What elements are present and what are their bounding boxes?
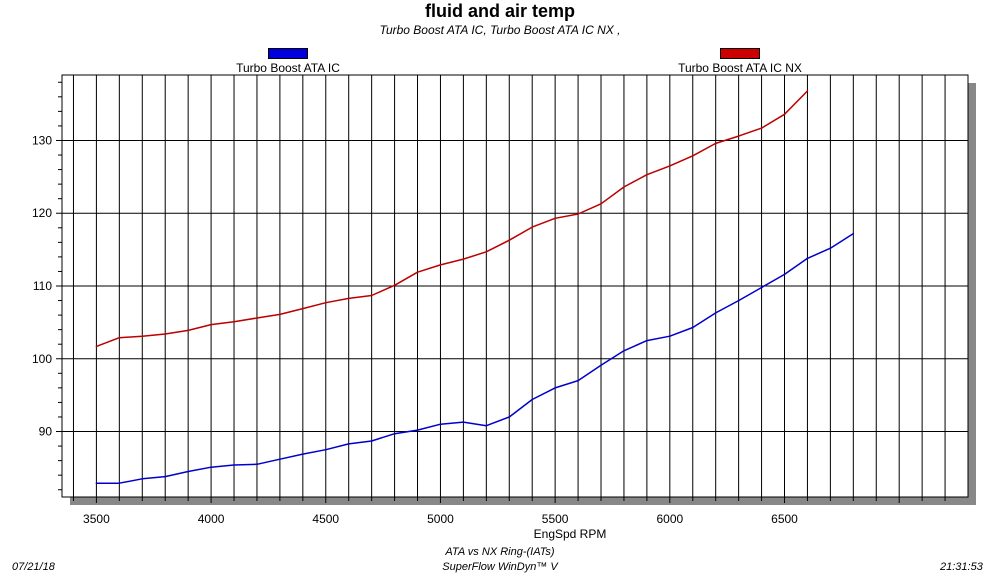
- data-point-series-1: [737, 299, 740, 302]
- data-point-series-2: [806, 90, 809, 92]
- data-point-series-2: [210, 323, 212, 326]
- data-point-series-1: [806, 257, 809, 260]
- data-point-series-2: [187, 329, 189, 332]
- data-point-series-2: [669, 165, 671, 167]
- data-point-series-1: [760, 286, 763, 289]
- data-point-series-1: [623, 349, 625, 352]
- series-line-2: [96, 90, 808, 348]
- data-point-series-1: [302, 453, 304, 455]
- legend-swatch-series-1: [268, 48, 308, 59]
- data-point-series-2: [347, 297, 350, 300]
- x-tick-label: 3500: [83, 512, 110, 526]
- data-point-series-2: [554, 217, 556, 220]
- data-point-series-2: [485, 251, 488, 253]
- data-point-series-2: [279, 313, 281, 316]
- data-point-series-1: [141, 478, 144, 480]
- data-point-series-2: [164, 333, 167, 335]
- x-tick-label: 6000: [656, 512, 683, 526]
- series-line-1: [96, 232, 854, 484]
- data-point-series-2: [760, 127, 763, 129]
- data-point-series-2: [233, 320, 235, 323]
- data-point-series-1: [416, 429, 419, 431]
- data-point-series-1: [370, 440, 373, 442]
- data-point-series-1: [462, 421, 465, 423]
- data-point-series-1: [646, 339, 648, 342]
- data-point-series-2: [737, 135, 740, 137]
- y-tick-label: 100: [32, 352, 52, 366]
- legend-label-series-1: Turbo Boost ATA IC: [236, 61, 340, 75]
- data-point-series-2: [141, 335, 144, 338]
- data-point-series-2: [324, 301, 327, 304]
- x-axis-label: EngSpd RPM: [534, 527, 607, 541]
- data-point-series-1: [95, 482, 98, 484]
- legend-item-series-2: Turbo Boost ATA IC NX: [660, 48, 820, 75]
- data-point-series-1: [714, 312, 717, 314]
- data-point-series-2: [302, 307, 304, 310]
- data-point-series-1: [691, 326, 694, 329]
- data-point-series-2: [462, 258, 465, 260]
- y-tick-label: 120: [32, 206, 52, 220]
- data-point-series-2: [600, 202, 602, 205]
- data-point-series-2: [95, 345, 98, 348]
- x-tick-label: 4500: [312, 512, 339, 526]
- x-tick-label: 5000: [427, 512, 454, 526]
- data-point-series-1: [118, 482, 121, 484]
- data-point-series-1: [577, 379, 579, 382]
- data-point-series-2: [439, 264, 442, 266]
- data-point-series-2: [370, 294, 373, 297]
- data-point-series-1: [347, 443, 350, 445]
- legend-swatch-series-2: [720, 48, 760, 59]
- x-tick-label: 4000: [198, 512, 225, 526]
- footer-time: 21:31:53: [940, 561, 983, 573]
- data-point-series-1: [233, 464, 235, 466]
- data-point-series-2: [783, 113, 786, 116]
- footer-run-title: ATA vs NX Ring-(IATs): [445, 546, 555, 558]
- footer-date: 07/21/18: [12, 561, 55, 573]
- data-point-series-1: [279, 458, 281, 460]
- data-point-series-1: [554, 387, 556, 389]
- data-point-series-1: [485, 424, 488, 427]
- data-point-series-1: [829, 247, 832, 249]
- data-point-series-2: [577, 213, 579, 215]
- chart-subtitle: Turbo Boost ATA IC, Turbo Boost ATA IC N…: [379, 23, 621, 37]
- y-tick-label: 90: [39, 425, 53, 439]
- data-point-series-2: [416, 271, 419, 273]
- data-point-series-2: [623, 186, 625, 188]
- data-point-series-1: [783, 273, 786, 276]
- data-point-series-1: [669, 335, 671, 338]
- data-point-series-2: [646, 173, 648, 176]
- data-point-series-1: [439, 423, 442, 426]
- data-point-series-1: [508, 416, 511, 418]
- data-point-series-1: [187, 470, 189, 473]
- data-point-series-2: [256, 317, 258, 319]
- data-point-series-1: [600, 364, 602, 367]
- chart-title: fluid and air temp: [424, 1, 575, 21]
- data-point-series-2: [531, 226, 534, 228]
- x-tick-label: 5500: [542, 512, 569, 526]
- legend-item-series-1: Turbo Boost ATA IC: [218, 48, 358, 75]
- data-point-series-1: [852, 232, 855, 235]
- data-point-series-2: [393, 284, 396, 287]
- data-point-series-1: [164, 475, 167, 478]
- data-point-series-1: [393, 432, 396, 435]
- footer-software: SuperFlow WinDyn™ V: [442, 561, 558, 573]
- legend-label-series-2: Turbo Boost ATA IC NX: [678, 61, 802, 75]
- data-point-series-2: [714, 142, 717, 145]
- x-tick-label: 6500: [771, 512, 798, 526]
- y-tick-label: 110: [33, 279, 52, 293]
- data-point-series-1: [324, 448, 327, 451]
- data-point-series-1: [531, 398, 534, 401]
- data-point-series-2: [118, 336, 121, 339]
- data-point-series-1: [210, 466, 212, 468]
- data-point-series-2: [691, 154, 694, 157]
- data-point-series-1: [256, 463, 258, 466]
- y-tick-label: 130: [32, 133, 52, 147]
- data-point-series-2: [508, 239, 511, 241]
